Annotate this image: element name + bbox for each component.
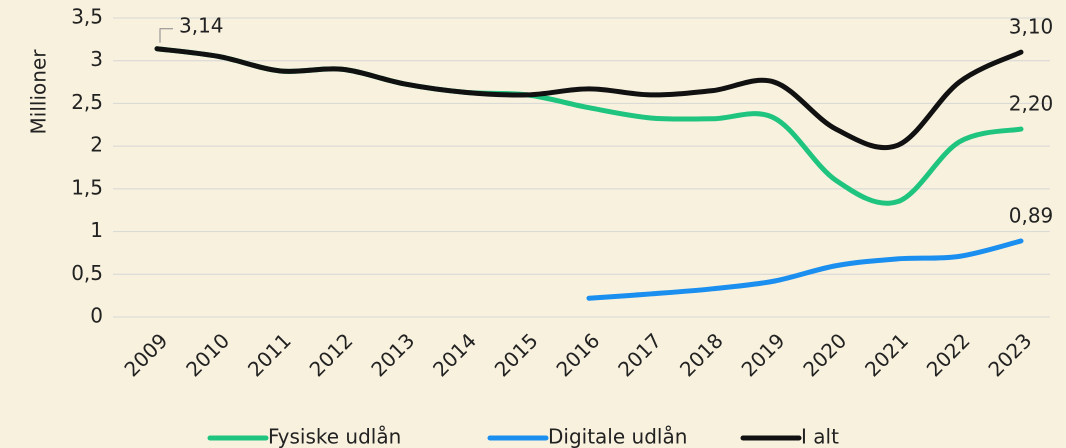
x-tick-label: 2019	[737, 328, 790, 381]
x-tick-label: 2009	[119, 328, 172, 381]
series-line	[154, 46, 1024, 151]
x-tick-label: 2015	[490, 328, 543, 381]
y-tick-label: 1,5	[71, 175, 103, 199]
y-axis-label: Millioner	[27, 49, 51, 135]
y-tick-label: 3,5	[71, 5, 103, 29]
x-tick-label: 2020	[798, 328, 851, 381]
y-tick-label: 1	[90, 218, 103, 242]
x-tick-label: 2013	[366, 328, 419, 381]
legend-label: I alt	[801, 425, 839, 448]
data-label: 2,20	[1009, 92, 1054, 116]
data-label: 3,14	[179, 13, 224, 37]
y-tick-label: 0	[90, 304, 103, 328]
x-tick-label: 2021	[860, 328, 913, 381]
x-tick-label: 2022	[922, 328, 975, 381]
y-tick-label: 0,5	[71, 261, 103, 285]
y-tick-label: 2,5	[71, 90, 103, 114]
data-label: 3,10	[1009, 15, 1054, 39]
legend-label: Fysiske udlån	[268, 425, 401, 448]
x-tick-label: 2023	[983, 328, 1036, 381]
x-tick-label: 2018	[675, 328, 728, 381]
data-label: 0,89	[1009, 203, 1054, 227]
x-tick-label: 2017	[613, 328, 666, 381]
y-tick-label: 2	[90, 133, 103, 157]
series-line	[586, 238, 1024, 301]
x-tick-label: 2012	[305, 328, 358, 381]
x-tick-label: 2010	[181, 328, 234, 381]
x-tick-label: 2014	[428, 328, 481, 381]
label-leader	[159, 28, 173, 43]
y-tick-label: 3	[90, 47, 103, 71]
legend-label: Digitale udlån	[548, 425, 687, 448]
x-tick-label: 2011	[243, 328, 296, 381]
x-tick-label: 2016	[551, 328, 604, 381]
